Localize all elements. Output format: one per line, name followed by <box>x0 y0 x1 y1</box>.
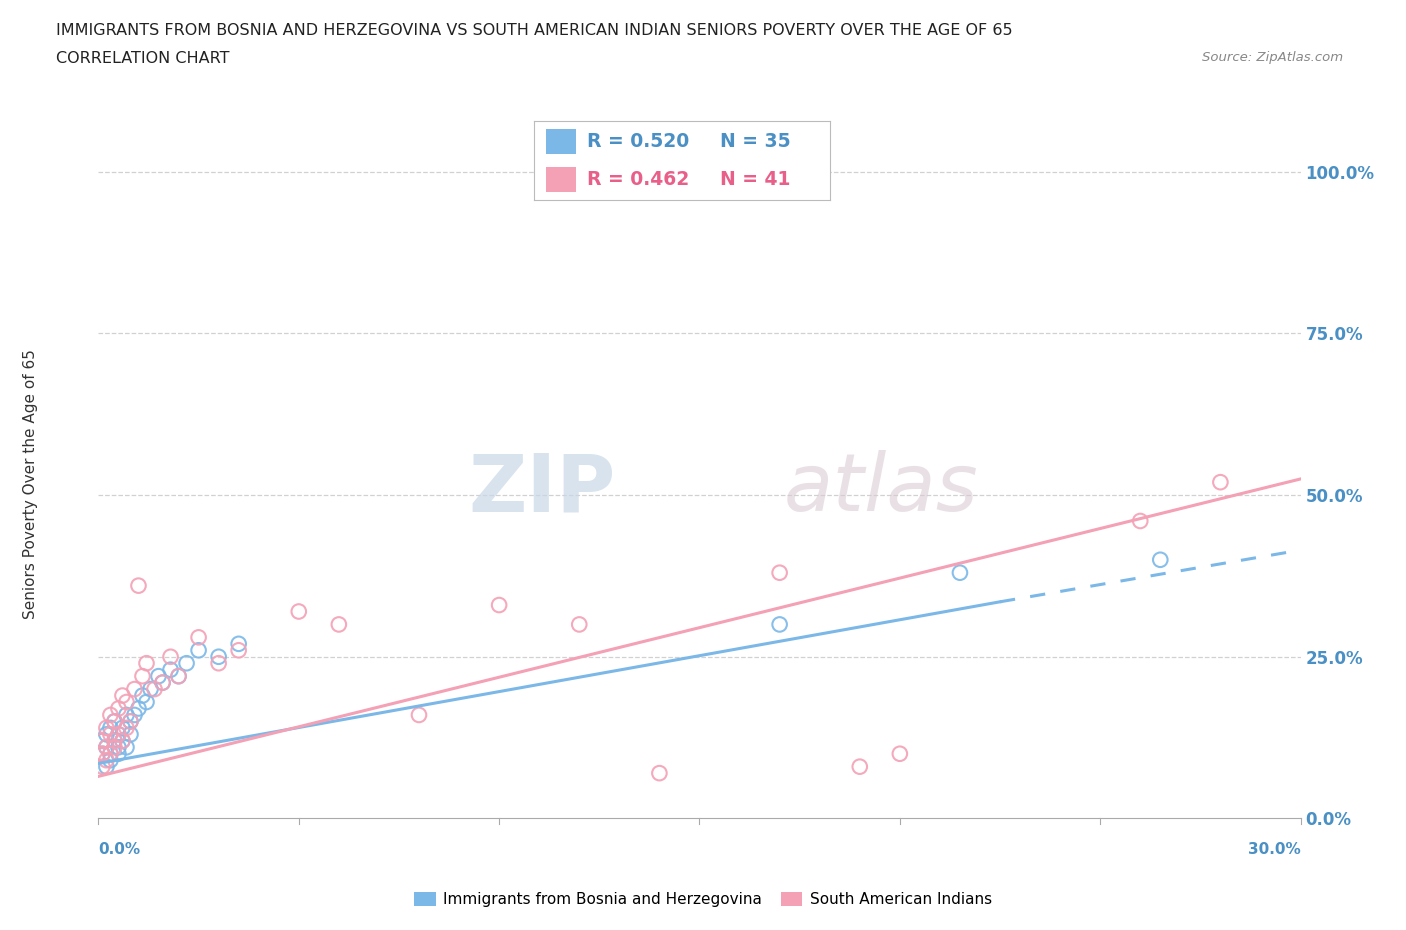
Point <box>167 669 190 684</box>
Point <box>849 759 872 774</box>
Point <box>115 695 138 710</box>
Point <box>111 688 134 703</box>
Point <box>107 740 129 755</box>
Point <box>96 721 118 736</box>
Point <box>103 734 125 749</box>
Point <box>187 643 209 658</box>
Point <box>96 752 118 767</box>
Text: N = 35: N = 35 <box>720 132 792 151</box>
Point <box>120 714 142 729</box>
Point <box>1129 513 1152 528</box>
Point <box>100 746 122 761</box>
Point <box>131 669 153 684</box>
Text: Source: ZipAtlas.com: Source: ZipAtlas.com <box>1202 51 1343 64</box>
Point <box>648 765 671 780</box>
Point <box>100 746 122 761</box>
Point <box>91 734 114 749</box>
FancyBboxPatch shape <box>546 128 575 154</box>
Point <box>135 695 157 710</box>
Point <box>91 759 114 774</box>
Point <box>91 746 114 761</box>
Point <box>568 617 591 631</box>
Point <box>111 721 134 736</box>
Point <box>488 598 510 613</box>
Point <box>107 727 129 742</box>
Point <box>103 734 125 749</box>
Point <box>1149 552 1171 567</box>
Point <box>100 708 122 723</box>
Point <box>159 649 181 664</box>
Point <box>152 675 174 690</box>
Point <box>100 721 122 736</box>
Point <box>120 727 142 742</box>
Point <box>128 578 150 593</box>
Point <box>288 604 311 619</box>
Point <box>100 752 122 767</box>
Point <box>152 675 174 690</box>
Text: R = 0.520: R = 0.520 <box>588 132 690 151</box>
Text: 30.0%: 30.0% <box>1247 842 1301 857</box>
Point <box>115 708 138 723</box>
Point <box>228 636 250 651</box>
Point <box>889 746 911 761</box>
FancyBboxPatch shape <box>546 166 575 193</box>
Point <box>176 656 198 671</box>
Point <box>103 714 125 729</box>
Point <box>103 714 125 729</box>
Point <box>107 701 129 716</box>
Text: atlas: atlas <box>783 450 979 528</box>
Point <box>96 740 118 755</box>
Point <box>328 617 350 631</box>
Point <box>96 727 118 742</box>
Point <box>107 746 129 761</box>
Point <box>135 656 157 671</box>
Point <box>228 643 250 658</box>
Point <box>128 701 150 716</box>
Point <box>139 682 162 697</box>
Text: CORRELATION CHART: CORRELATION CHART <box>56 51 229 66</box>
Text: R = 0.462: R = 0.462 <box>588 170 690 189</box>
Point <box>124 682 146 697</box>
Point <box>208 649 231 664</box>
Point <box>187 630 209 644</box>
Point <box>100 727 122 742</box>
Point <box>143 682 166 697</box>
Point <box>167 669 190 684</box>
Point <box>111 734 134 749</box>
Text: Seniors Poverty Over the Age of 65: Seniors Poverty Over the Age of 65 <box>24 349 38 618</box>
Text: N = 41: N = 41 <box>720 170 790 189</box>
Legend: Immigrants from Bosnia and Herzegovina, South American Indians: Immigrants from Bosnia and Herzegovina, … <box>408 885 998 913</box>
Text: 0.0%: 0.0% <box>98 842 141 857</box>
Point <box>111 734 134 749</box>
Point <box>769 565 792 580</box>
Point <box>91 746 114 761</box>
Point <box>1209 474 1232 489</box>
Point <box>115 721 138 736</box>
Text: ZIP: ZIP <box>468 450 616 528</box>
Text: IMMIGRANTS FROM BOSNIA AND HERZEGOVINA VS SOUTH AMERICAN INDIAN SENIORS POVERTY : IMMIGRANTS FROM BOSNIA AND HERZEGOVINA V… <box>56 23 1012 38</box>
Point <box>107 727 129 742</box>
Point <box>124 708 146 723</box>
Point <box>208 656 231 671</box>
Point <box>148 669 170 684</box>
Point <box>159 662 181 677</box>
Point <box>120 714 142 729</box>
Point <box>131 688 153 703</box>
Point <box>408 708 430 723</box>
Point <box>115 740 138 755</box>
Point <box>91 734 114 749</box>
Point <box>96 740 118 755</box>
Point <box>949 565 972 580</box>
Point <box>769 617 792 631</box>
Point <box>96 759 118 774</box>
Point <box>103 740 125 755</box>
